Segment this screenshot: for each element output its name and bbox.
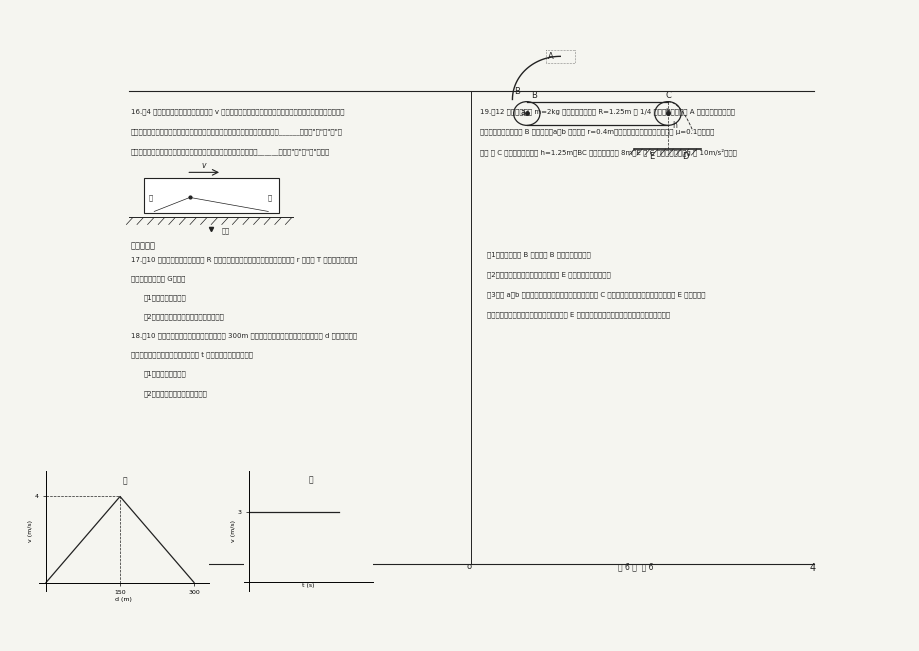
Text: 第 6 页  共 6: 第 6 页 共 6	[617, 562, 652, 572]
Text: 前: 前	[148, 194, 153, 201]
Text: （2）在该行星表面发射卫星的最小速度。: （2）在该行星表面发射卫星的最小速度。	[143, 313, 224, 320]
Text: A: A	[548, 51, 553, 61]
Text: 第 5 页  共 6 页: 第 5 页 共 6 页	[272, 562, 314, 572]
Text: v: v	[201, 161, 206, 171]
Text: （1）该行星的密度；: （1）该行星的密度；	[143, 294, 186, 301]
Text: a: a	[520, 108, 525, 117]
Text: 壁；若此光源安放在火车上，则火车上的人的测量结果是闪光先到达______（选填"前"或"后"）壁。: 壁；若此光源安放在火车上，则火车上的人的测量结果是闪光先到达______（选填"…	[130, 148, 330, 155]
Text: 后: 后	[267, 194, 272, 201]
Text: （2）船在河水中的加速度大小。: （2）船在河水中的加速度大小。	[143, 390, 207, 396]
Text: （2）当传送带停止时，滑块落地点离 E 点的水平距离是多少？: （2）当传送带停止时，滑块落地点离 E 点的水平距离是多少？	[487, 271, 610, 278]
Text: 16.（4 分）如图所示，一列火车以速度 v 相对地面运动，地面上的人测得，某光源发出的闪光同时到达车厢: 16.（4 分）如图所示，一列火车以速度 v 相对地面运动，地面上的人测得，某光…	[130, 108, 344, 115]
Text: o: o	[466, 562, 471, 572]
Text: 四、解答题: 四、解答题	[130, 241, 155, 250]
Text: 乙: 乙	[309, 475, 313, 484]
X-axis label: d (m): d (m)	[115, 596, 132, 602]
Text: （1）小滑块经过 B 点时，对 B 端的压力为多大？: （1）小滑块经过 B 点时，对 B 端的压力为多大？	[487, 251, 590, 258]
Text: 求两轮转动的角速度最小是多少？落地点离 E 点的最远距离是多少？（计算结果可以保留根式）: 求两轮转动的角速度最小是多少？落地点离 E 点的最远距离是多少？（计算结果可以保…	[487, 311, 670, 318]
Text: 轨道竖直固定，其末端 B 切线水平。a、b 两轮半径 r=0.4m，滑块与传送带间的动摩擦因数 μ=0.1，传送带: 轨道竖直固定，其末端 B 切线水平。a、b 两轮半径 r=0.4m，滑块与传送带…	[480, 128, 714, 135]
Text: 19.（12 分）一质量为 m=2kg 的小滑块，从半径 R=1.25m 的 1/4 光滑圆弧轨道上的 A 点由静止滑下，圆弧: 19.（12 分）一质量为 m=2kg 的小滑块，从半径 R=1.25m 的 1…	[480, 108, 734, 115]
Text: D: D	[682, 152, 688, 161]
X-axis label: t (s): t (s)	[301, 583, 314, 589]
Text: 17.（10 分）某行星可看作半径为 R 的均匀球体，一颗卫星做绕该行星做半径为 r 周期为 T 的匀速圆周运动，: 17.（10 分）某行星可看作半径为 R 的均匀球体，一颗卫星做绕该行星做半径为…	[130, 256, 357, 263]
FancyBboxPatch shape	[143, 178, 278, 214]
Text: 18.（10 分）一条船要在最短时间内就过宽为 300m 的河。已知河水的流速与船离河岸距离 d 变化的关系如: 18.（10 分）一条船要在最短时间内就过宽为 300m 的河。已知河水的流速与…	[130, 333, 357, 339]
Text: 已知万有引力常量 G，求：: 已知万有引力常量 G，求：	[130, 275, 185, 282]
Y-axis label: v (m/s): v (m/s)	[28, 520, 33, 542]
Text: 图甲所示，船在静水中的速度与时间 t 的关系如图乙所示，求：: 图甲所示，船在静水中的速度与时间 t 的关系如图乙所示，求：	[130, 352, 253, 359]
Text: h: h	[672, 121, 676, 130]
Text: C: C	[664, 91, 671, 100]
Text: b: b	[664, 108, 670, 117]
Text: B: B	[531, 91, 537, 100]
Text: E: E	[648, 152, 653, 161]
Text: 右端 点 C 距水平地面的高度 h=1.25m，BC 两点间的距离是 8m，E 为 C 的垂直投影点，g 取 10m/s²，求：: 右端 点 C 距水平地面的高度 h=1.25m，BC 两点间的距离是 8m，E …	[480, 148, 736, 156]
Text: （3）当 a、b 两轮以某一角速度顺时针转动时，滑块从 C 点飞出后落到地面上，要使落地点离 E 点的最远，: （3）当 a、b 两轮以某一角速度顺时针转动时，滑块从 C 点飞出后落到地面上，…	[487, 291, 705, 298]
Text: 光源: 光源	[221, 228, 230, 234]
Text: 甲: 甲	[122, 477, 127, 486]
Text: 的前壁和后壁。若此光源安放在地面上，则火车上的人的测量结果是闪光先到达______（选填"前"或"后"）: 的前壁和后壁。若此光源安放在地面上，则火车上的人的测量结果是闪光先到达_____…	[130, 128, 342, 135]
Text: （1）船渡河的时间；: （1）船渡河的时间；	[143, 371, 186, 378]
Text: 4: 4	[809, 563, 815, 574]
Text: B: B	[513, 87, 519, 96]
Y-axis label: v (m/s): v (m/s)	[231, 520, 236, 542]
